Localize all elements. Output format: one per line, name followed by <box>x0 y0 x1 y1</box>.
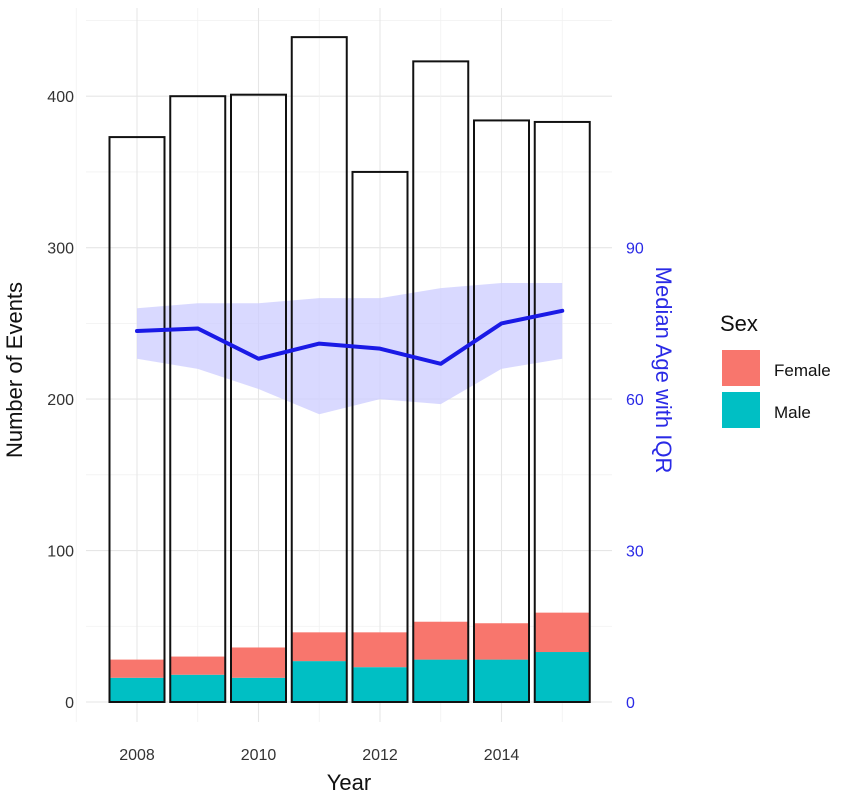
bar-total-2012 <box>351 170 409 704</box>
legend-swatch-male <box>722 392 760 428</box>
x-tick-label: 2012 <box>362 747 398 764</box>
legend-title: Sex <box>720 311 758 336</box>
legend-label-female: Female <box>774 361 831 380</box>
bar-female-2015 <box>534 612 590 653</box>
bar-total-2013 <box>412 60 470 703</box>
y-tick-label: 0 <box>65 695 74 712</box>
legend-swatch-female <box>722 350 760 386</box>
bar-male-2012 <box>352 667 408 702</box>
y2-tick-label: 30 <box>626 544 644 561</box>
iqr-band <box>137 283 563 415</box>
bar-male-2009 <box>170 674 226 702</box>
y-tick-label: 100 <box>47 544 74 561</box>
y2-tick-label: 90 <box>626 241 644 258</box>
bar-female-2011 <box>291 632 347 662</box>
x-tick-label: 2008 <box>119 747 155 764</box>
bar-male-2010 <box>231 677 286 702</box>
legend: Sex Female Male <box>720 311 831 428</box>
bar-male-2015 <box>534 652 590 702</box>
legend-label-male: Male <box>774 403 811 422</box>
bar-female-2008 <box>109 659 165 678</box>
median-age-line <box>135 308 565 366</box>
bar-female-2009 <box>170 656 226 675</box>
bar-male-2013 <box>413 659 469 702</box>
y2-axis-title: Median Age with IQR <box>651 267 676 474</box>
bar-total-2014 <box>473 119 530 703</box>
bar-total-2009 <box>169 95 227 703</box>
bar-female-2012 <box>352 632 408 668</box>
bar-male-2014 <box>474 659 529 702</box>
y-tick-label: 400 <box>47 89 74 106</box>
bar-male-2011 <box>291 661 347 702</box>
bar-total-2008 <box>108 136 166 704</box>
bar-female-2013 <box>413 621 469 660</box>
median-line-layer <box>135 308 565 366</box>
bar-total-2010 <box>230 93 287 704</box>
ticks-layer: 0 100 200 300 400 0 30 60 90 2008 2010 2012 2014 <box>47 89 644 764</box>
y-tick-label: 200 <box>47 392 74 409</box>
y2-tick-label: 0 <box>626 695 635 712</box>
bar-female-2010 <box>231 647 286 678</box>
bar-female-2014 <box>474 623 529 660</box>
y2-tick-label: 60 <box>626 392 644 409</box>
iqr-band-layer <box>137 283 563 415</box>
bar-total-2011 <box>290 36 348 703</box>
x-tick-label: 2010 <box>241 747 277 764</box>
x-tick-label: 2014 <box>484 747 520 764</box>
x-axis-title: Year <box>327 770 371 795</box>
bars-layer <box>108 36 591 704</box>
bar-male-2008 <box>109 677 165 702</box>
y-axis-title: Number of Events <box>2 282 27 458</box>
bar-total-2015 <box>533 120 591 704</box>
y-tick-label: 300 <box>47 241 74 258</box>
